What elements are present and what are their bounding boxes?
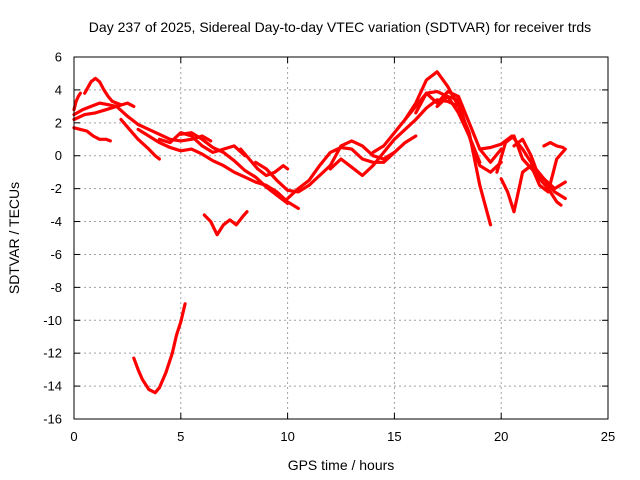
y-tick-label: 0: [55, 148, 62, 163]
x-tick-label: 10: [280, 429, 294, 444]
series-arc-24: [202, 210, 249, 237]
y-tick-label: 2: [55, 115, 62, 130]
series-arc-20: [495, 134, 567, 201]
chart-title: Day 237 of 2025, Sidereal Day-to-day VTE…: [89, 19, 591, 35]
series-arc-17: [414, 89, 503, 164]
grid: [74, 57, 608, 419]
series-arc-25: [132, 302, 187, 395]
y-tick-label: -6: [50, 247, 62, 262]
series-arc-18: [435, 94, 503, 174]
series-arc-9: [179, 131, 290, 205]
y-tick-label: -12: [43, 346, 62, 361]
y-tick-label: -10: [43, 313, 62, 328]
series-arc-16: [403, 70, 493, 227]
y-tick-label: 4: [55, 82, 62, 97]
series-arc-23: [542, 141, 565, 150]
series-arc-5: [72, 101, 136, 122]
x-tick-label: 5: [177, 429, 184, 444]
series-arc-2: [72, 91, 83, 112]
series-arc-22: [512, 137, 563, 207]
x-tick-label: 0: [70, 429, 77, 444]
y-axis-label: SDTVAR / TECUs: [6, 182, 22, 294]
series-arc-21: [499, 147, 567, 214]
series-arc-6: [119, 117, 161, 161]
x-axis-label: GPS time / hours: [288, 457, 395, 473]
series-arc-4: [72, 101, 213, 143]
y-tick-label: -4: [50, 214, 62, 229]
series-arc-3: [83, 76, 123, 107]
series-arc-7: [136, 127, 300, 210]
series-layer: [72, 70, 567, 395]
series-arc-13: [307, 134, 418, 187]
x-tick-label: 25: [601, 429, 615, 444]
x-tick-label: 15: [387, 429, 401, 444]
y-tick-label: 6: [55, 50, 62, 65]
series-arc-1: [72, 126, 112, 143]
series-arc-11: [254, 160, 311, 194]
series-arc-8: [157, 131, 247, 158]
plot-frame: [73, 56, 609, 420]
y-tick-label: -2: [50, 181, 62, 196]
y-tick-label: -14: [43, 379, 62, 394]
x-tick-label: 20: [494, 429, 508, 444]
series-arc-12: [286, 145, 396, 201]
series-arc-14: [328, 98, 461, 178]
series-arc-15: [371, 89, 482, 164]
series-arc-10: [239, 147, 290, 178]
y-tick-label: -16: [43, 412, 62, 427]
y-tick-label: -8: [50, 280, 62, 295]
